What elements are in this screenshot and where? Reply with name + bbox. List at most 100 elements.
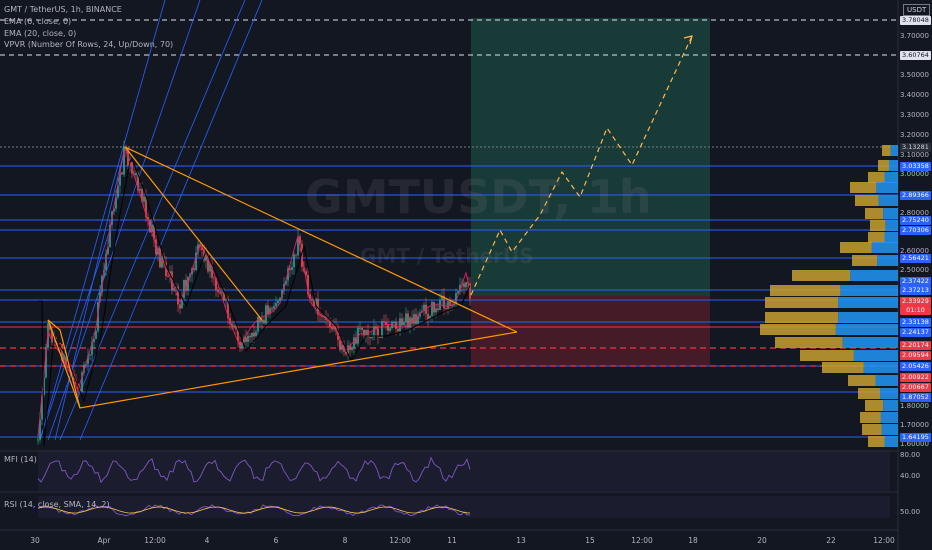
candle-body <box>39 419 41 440</box>
candle-body <box>367 330 369 338</box>
price-tick-label: 3.00000 <box>900 170 929 178</box>
candle-body <box>291 267 293 271</box>
time-tick-label: 6 <box>273 536 279 545</box>
candle-body <box>413 314 415 324</box>
candle-body <box>387 324 389 331</box>
candle-body <box>247 335 249 342</box>
candle-body <box>63 352 65 361</box>
candle-body <box>273 306 275 309</box>
rsi-label[interactable]: RSI (14, close, SMA, 14, 2) <box>4 500 110 509</box>
candle-body <box>93 338 95 343</box>
vpvr-bar-up <box>838 312 898 323</box>
candle-body <box>267 305 269 315</box>
watermark-name: GMT / TetherUS <box>360 244 534 268</box>
watermark-ticker: GMTUSDT, 1h <box>305 170 652 224</box>
vpvr-bar-up <box>884 172 898 183</box>
candle-body <box>51 329 53 343</box>
candle-body <box>407 313 409 328</box>
price-badge: 2.56421 <box>900 253 931 263</box>
symbol-title[interactable]: GMT / TetherUS, 1h, BINANCE <box>4 5 122 14</box>
candle-body <box>381 321 383 338</box>
candle-body <box>313 300 315 307</box>
candle-body <box>231 323 233 328</box>
price-badge: 3.78048 <box>900 15 931 25</box>
candle-body <box>67 366 69 368</box>
price-badge: 2.09594 <box>900 350 931 360</box>
candle-body <box>109 224 111 248</box>
candle-body <box>399 318 401 332</box>
candle-body <box>401 318 403 326</box>
price-badge: 2.05426 <box>900 361 931 371</box>
vpvr-bar-up <box>871 242 898 253</box>
vpvr-bar-up <box>850 270 898 281</box>
price-badge: 2.00667 <box>900 382 931 392</box>
price-tick-label: 1.60000 <box>900 440 929 448</box>
candle-body <box>263 319 265 324</box>
vpvr-bar-up <box>889 160 898 171</box>
candle-body <box>339 339 341 350</box>
vpvr-bar-down <box>765 312 839 323</box>
candle-body <box>465 282 467 288</box>
price-tick-label: 3.40000 <box>900 91 929 99</box>
fan-line <box>47 0 201 441</box>
candle-body <box>369 337 371 339</box>
vpvr-bar-down <box>840 242 872 253</box>
candle-body <box>451 305 453 307</box>
time-tick-label: 20 <box>757 536 767 545</box>
candle-body <box>177 286 179 305</box>
candle-body <box>107 247 109 254</box>
candle-body <box>217 289 219 293</box>
candle-body <box>393 321 395 323</box>
price-badge: 3.13281 <box>900 142 931 152</box>
mfi-tick-label: 40.00 <box>900 472 921 480</box>
candle-body <box>81 372 83 392</box>
stop-zone <box>471 296 710 366</box>
vpvr-bar-down <box>868 232 885 243</box>
indicator-ema-fast[interactable]: EMA (6, close, 0) <box>4 17 72 26</box>
candle-body <box>423 304 425 312</box>
candle-body <box>173 287 175 291</box>
candle-body <box>371 337 373 339</box>
indicator-ema-slow[interactable]: EMA (20, close, 0) <box>4 29 77 38</box>
candle-body <box>121 172 123 175</box>
candle-body <box>197 244 199 253</box>
time-tick-label: 12:00 <box>873 536 895 545</box>
price-tick-label: 2.60000 <box>900 247 929 255</box>
candle-body <box>199 244 201 247</box>
vpvr-bar-down <box>760 324 836 335</box>
candle-body <box>115 197 117 209</box>
candle-body <box>321 315 323 318</box>
time-tick-label: 8 <box>342 536 348 545</box>
candle-body <box>279 297 281 301</box>
candle-body <box>363 329 365 336</box>
indicator-vpvr[interactable]: VPVR (Number Of Rows, 24, Up/Down, 70) <box>4 40 174 49</box>
candle-body <box>463 283 465 288</box>
candle-body <box>309 294 311 300</box>
currency-label[interactable]: USDT <box>903 4 931 16</box>
candle-body <box>441 295 443 301</box>
vpvr-bar-up <box>890 145 898 156</box>
candle-body <box>319 314 321 316</box>
candle-body <box>143 196 145 202</box>
vpvr-bar-down <box>862 424 882 435</box>
vpvr-bar-down <box>870 220 886 231</box>
rsi-sma-line <box>37 506 471 514</box>
vpvr-bar-down <box>850 182 877 193</box>
mfi-label[interactable]: MFI (14) <box>4 455 37 464</box>
candle-body <box>327 319 329 321</box>
candle-body <box>315 298 317 307</box>
candle-body <box>159 248 161 268</box>
candle-body <box>455 293 457 304</box>
trendline-support <box>47 319 518 409</box>
candle-body <box>353 337 355 349</box>
candle-body <box>219 292 221 294</box>
candle-body <box>141 188 143 202</box>
candle-body <box>445 308 447 310</box>
vpvr-bar-down <box>775 337 843 348</box>
candle-body <box>295 254 297 256</box>
candle-body <box>113 208 115 212</box>
vpvr-bar-down <box>882 145 891 156</box>
vpvr-bar-up <box>877 255 898 266</box>
